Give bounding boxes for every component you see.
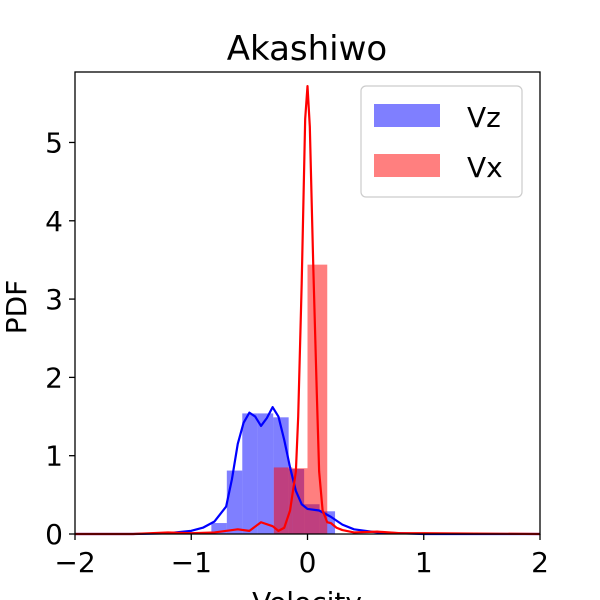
y-tick-label-1: 1 <box>45 440 63 473</box>
y-tick-label-2: 2 <box>45 361 63 394</box>
y-tick-label-0: 0 <box>45 518 63 551</box>
bar-vz-3 <box>257 413 274 534</box>
x-tick-label-4: 2 <box>531 546 549 579</box>
legend-swatch-vz <box>374 104 440 127</box>
plot-area: −2 −1 0 1 2 0 1 2 3 4 5 <box>45 71 549 579</box>
x-tick-label-3: 1 <box>415 546 433 579</box>
legend-label-vz: Vz <box>467 101 501 134</box>
bar-vz-2 <box>242 413 258 534</box>
kde-line-vz <box>75 406 540 536</box>
bar-vz-0 <box>211 523 227 534</box>
x-tick-label-2: 0 <box>299 546 317 579</box>
legend-label-vx: Vx <box>467 151 503 184</box>
x-axis-label: Velocity <box>252 586 362 600</box>
x-tick-label-0: −2 <box>54 546 95 579</box>
y-axis-label: PDF <box>0 280 33 335</box>
y-tick-label-5: 5 <box>45 126 63 159</box>
legend-swatch-vx <box>374 154 440 177</box>
x-tick-label-1: −1 <box>171 546 212 579</box>
bar-vx-0 <box>273 467 293 534</box>
chart-title: Akashiwo <box>227 29 388 69</box>
bar-vz-1 <box>226 470 243 534</box>
kde-line-vx <box>75 84 541 536</box>
legend: Vz Vx <box>360 85 523 198</box>
y-tick-label-4: 4 <box>45 205 63 238</box>
y-tick-label-3: 3 <box>45 283 63 316</box>
